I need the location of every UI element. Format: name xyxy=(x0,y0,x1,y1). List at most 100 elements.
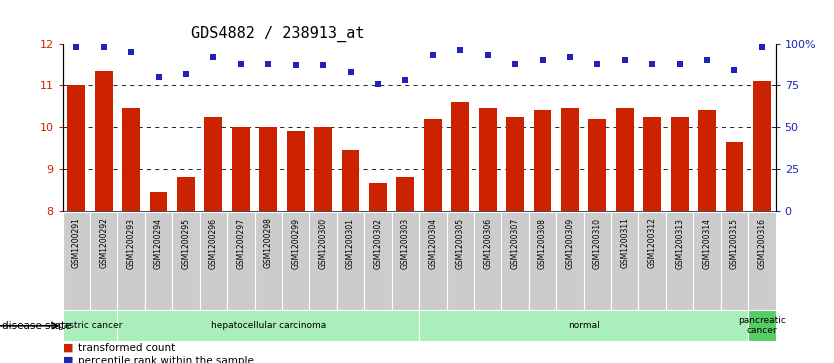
Bar xyxy=(589,119,606,211)
Text: GSM1200302: GSM1200302 xyxy=(374,217,383,269)
Bar xyxy=(556,212,584,316)
Bar xyxy=(149,192,168,211)
Bar xyxy=(420,310,748,341)
Text: GSM1200311: GSM1200311 xyxy=(620,217,630,268)
Text: hepatocellular carcinoma: hepatocellular carcinoma xyxy=(211,321,326,330)
Point xyxy=(481,52,495,58)
Point xyxy=(97,44,110,50)
Point xyxy=(756,44,769,50)
Text: GSM1200309: GSM1200309 xyxy=(565,217,575,269)
Bar xyxy=(666,212,693,316)
Bar xyxy=(643,117,661,211)
Text: GSM1200305: GSM1200305 xyxy=(455,217,465,269)
Text: GSM1200308: GSM1200308 xyxy=(538,217,547,269)
Bar xyxy=(369,183,387,211)
Bar xyxy=(259,127,277,211)
Bar xyxy=(693,212,721,316)
Bar xyxy=(748,310,776,341)
Bar xyxy=(424,119,442,211)
Bar xyxy=(95,71,113,211)
Text: GSM1200301: GSM1200301 xyxy=(346,217,355,269)
Point xyxy=(563,54,576,60)
Text: GSM1200294: GSM1200294 xyxy=(154,217,163,269)
Text: ■: ■ xyxy=(63,356,73,363)
Bar xyxy=(726,142,743,211)
Bar xyxy=(671,117,689,211)
Text: ■: ■ xyxy=(63,343,73,353)
Bar xyxy=(753,81,771,211)
Bar xyxy=(177,177,195,211)
Bar xyxy=(123,108,140,211)
Text: disease state: disease state xyxy=(2,321,71,331)
Bar xyxy=(204,117,223,211)
Text: normal: normal xyxy=(568,321,600,330)
Bar xyxy=(287,131,304,211)
Point xyxy=(69,44,83,50)
Bar xyxy=(145,212,173,316)
Bar xyxy=(451,102,470,211)
Point xyxy=(646,61,659,66)
Bar xyxy=(63,310,118,341)
Text: gastric cancer: gastric cancer xyxy=(58,321,122,330)
Text: GSM1200316: GSM1200316 xyxy=(757,217,766,269)
Point xyxy=(371,81,384,86)
Text: GSM1200314: GSM1200314 xyxy=(702,217,711,269)
Bar xyxy=(337,212,364,316)
Text: pancreatic
cancer: pancreatic cancer xyxy=(738,316,786,335)
Text: GSM1200292: GSM1200292 xyxy=(99,217,108,268)
Point xyxy=(316,62,329,68)
Text: GSM1200296: GSM1200296 xyxy=(208,217,218,269)
Point xyxy=(590,61,604,66)
Bar xyxy=(396,177,414,211)
Text: GSM1200313: GSM1200313 xyxy=(676,217,684,269)
Point xyxy=(124,49,138,55)
Bar xyxy=(748,212,776,316)
Bar xyxy=(90,212,118,316)
Point xyxy=(399,77,412,83)
Bar xyxy=(446,212,474,316)
Text: GSM1200299: GSM1200299 xyxy=(291,217,300,269)
Point xyxy=(535,57,549,63)
Text: GSM1200297: GSM1200297 xyxy=(236,217,245,269)
Text: GSM1200291: GSM1200291 xyxy=(72,217,81,268)
Bar xyxy=(118,212,145,316)
Bar xyxy=(611,212,639,316)
Text: GSM1200303: GSM1200303 xyxy=(401,217,409,269)
Bar xyxy=(561,108,579,211)
Point xyxy=(426,52,440,58)
Point xyxy=(673,61,686,66)
Bar xyxy=(63,212,90,316)
Bar xyxy=(254,212,282,316)
Point xyxy=(344,69,357,75)
Bar xyxy=(698,110,716,211)
Point xyxy=(152,74,165,80)
Bar xyxy=(506,117,524,211)
Text: transformed count: transformed count xyxy=(78,343,175,353)
Bar xyxy=(584,212,611,316)
Text: percentile rank within the sample: percentile rank within the sample xyxy=(78,356,254,363)
Point xyxy=(454,47,467,53)
Bar xyxy=(173,212,199,316)
Bar xyxy=(342,150,359,211)
Text: GSM1200304: GSM1200304 xyxy=(429,217,437,269)
Bar xyxy=(474,212,501,316)
Text: GSM1200300: GSM1200300 xyxy=(319,217,328,269)
Text: GSM1200310: GSM1200310 xyxy=(593,217,602,269)
Bar xyxy=(199,212,227,316)
Text: GSM1200295: GSM1200295 xyxy=(182,217,190,269)
Bar xyxy=(227,212,254,316)
Bar xyxy=(534,110,551,211)
Point xyxy=(207,54,220,60)
Bar xyxy=(314,127,332,211)
Bar xyxy=(309,212,337,316)
Text: GDS4882 / 238913_at: GDS4882 / 238913_at xyxy=(191,25,364,42)
Text: GSM1200306: GSM1200306 xyxy=(483,217,492,269)
Text: GSM1200293: GSM1200293 xyxy=(127,217,136,269)
Text: GSM1200298: GSM1200298 xyxy=(264,217,273,268)
Bar xyxy=(615,108,634,211)
Bar xyxy=(392,212,420,316)
Bar xyxy=(232,127,249,211)
Bar xyxy=(501,212,529,316)
Text: GSM1200307: GSM1200307 xyxy=(510,217,520,269)
Bar xyxy=(639,212,666,316)
